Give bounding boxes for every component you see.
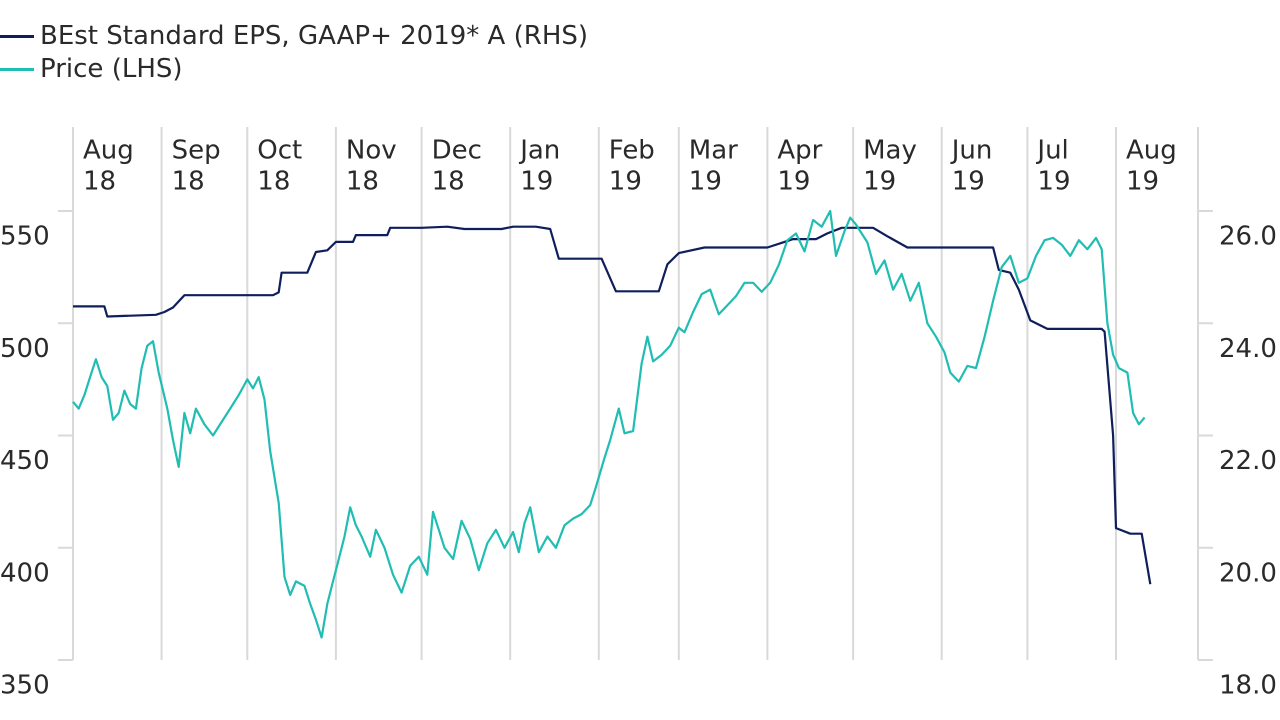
- right-axis-tick-label: 26.0: [1219, 222, 1277, 252]
- legend-item-price: Price (LHS): [0, 53, 588, 86]
- year-label: 19: [689, 167, 722, 197]
- year-label: 19: [777, 167, 810, 197]
- month-label: Nov: [346, 136, 397, 166]
- left-axis-tick-label: 500: [0, 334, 50, 364]
- right-axis: 18.0 20.0 22.0 24.0 26.0: [1198, 210, 1277, 701]
- right-axis-tick-label: 18.0: [1219, 671, 1277, 701]
- legend-swatch-eps: [0, 35, 34, 38]
- year-label: 19: [863, 167, 896, 197]
- year-label: 18: [257, 167, 290, 197]
- legend-label-eps: BEst Standard EPS, GAAP+ 2019* A (RHS): [40, 21, 589, 51]
- left-axis-tick-label: 350: [0, 671, 50, 701]
- month-label: Aug: [83, 136, 134, 166]
- year-label: 19: [609, 167, 642, 197]
- series-line-price: [72, 209, 1146, 639]
- month-label: Jul: [1035, 136, 1068, 166]
- year-label: 18: [432, 167, 465, 197]
- left-axis-tick-label: 400: [0, 558, 50, 588]
- right-axis-tick-label: 24.0: [1219, 334, 1277, 364]
- month-label: Feb: [609, 136, 655, 166]
- year-label: 19: [520, 167, 553, 197]
- year-label: 18: [83, 167, 116, 197]
- month-label: Aug: [1126, 136, 1177, 166]
- left-axis-tick-label: 550: [0, 222, 50, 252]
- year-label: 18: [172, 167, 205, 197]
- series-line-eps: [73, 225, 1152, 585]
- left-axis-tick-label: 450: [0, 446, 50, 476]
- month-label: Sep: [172, 136, 221, 166]
- year-label: 19: [952, 167, 985, 197]
- month-label: May: [863, 136, 917, 166]
- right-axis-tick-label: 20.0: [1219, 558, 1277, 588]
- chart-legend: BEst Standard EPS, GAAP+ 2019* A (RHS) P…: [0, 20, 588, 86]
- month-label: Dec: [432, 136, 482, 166]
- right-axis-tick-label: 22.0: [1219, 446, 1277, 476]
- left-axis: 350 400 450 500 550: [0, 210, 73, 701]
- month-label: Mar: [689, 136, 738, 166]
- legend-swatch-price: [0, 68, 34, 71]
- grid-layer: [72, 127, 1199, 660]
- month-label: Jun: [950, 136, 993, 166]
- year-label: 18: [346, 167, 379, 197]
- year-label: 19: [1126, 167, 1159, 197]
- legend-item-eps: BEst Standard EPS, GAAP+ 2019* A (RHS): [0, 20, 588, 53]
- year-label: 19: [1037, 167, 1070, 197]
- series-layer: [72, 209, 1152, 639]
- month-label: Oct: [257, 136, 302, 166]
- legend-label-price: Price (LHS): [40, 54, 183, 84]
- month-labels: Aug18Sep18Oct18Nov18Dec18Jan19Feb19Mar19…: [83, 136, 1177, 197]
- month-label: Jan: [518, 136, 560, 166]
- month-label: Apr: [777, 136, 822, 166]
